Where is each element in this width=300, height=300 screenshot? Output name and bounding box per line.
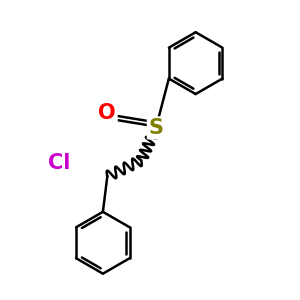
Text: Cl: Cl xyxy=(47,153,70,173)
Text: O: O xyxy=(98,103,116,123)
Text: S: S xyxy=(148,118,164,138)
